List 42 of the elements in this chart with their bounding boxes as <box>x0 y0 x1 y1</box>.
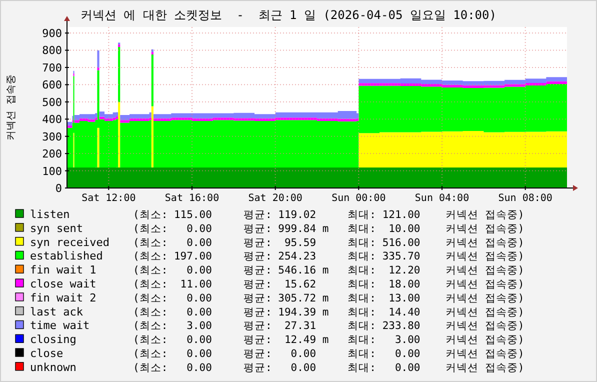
text: (최소: 0.00 평균: 999.84 m 최대: 10.00 커넥션 접속중) <box>133 222 524 235</box>
legend-label: syn sent <box>30 222 83 235</box>
y-tick-label: 0 <box>55 182 62 195</box>
y-tick-label: 900 <box>42 27 62 40</box>
y-tick-label: 200 <box>42 148 62 161</box>
x-tick-label: Sun 08:00 <box>498 193 552 204</box>
x-tick-label: Sun 04:00 <box>414 193 470 204</box>
x-tick-label: Sat 20:00 <box>248 193 302 204</box>
text: (최소: 0.00 평균: 0.00 최대: 0.00 커넥션 접속중) <box>133 362 524 374</box>
y-tick-label: 600 <box>42 78 62 92</box>
text: (최소: 0.00 평균: 12.49 m 최대: 3.00 커넥션 접속중) <box>133 334 524 346</box>
text: (최소: 0.00 평균: 546.16 m 최대: 12.20 커넥션 접속중) <box>133 264 524 277</box>
legend-label: time wait <box>30 319 90 332</box>
x-tick-label: Sat 12:00 <box>82 193 136 204</box>
y-tick-label: 300 <box>42 130 62 144</box>
legend-label: last ack <box>30 305 84 318</box>
legend-label: closing <box>30 333 76 346</box>
text: (최소: 11.00 평균: 15.62 최대: 18.00 커넥션 접속중) <box>133 278 524 290</box>
x-tick-label: Sat 16:00 <box>164 193 220 204</box>
text: (최소: 3.00 평균: 27.31 최대: 233.80 커넥션 접속중) <box>133 320 524 332</box>
chart-title: 커넥션 에 대한 소켓정보 - 최근 1 일 (2026-04-05 일요일 10:00) <box>80 8 496 22</box>
y-axis-title: 커넥션 접속중 <box>6 74 17 141</box>
legend-label: unknown <box>30 360 76 374</box>
text: (최소: 0.00 평균: 0.00 최대: 0.00 커넥션 접속중) <box>133 348 524 360</box>
text: (최소: 197.00 평균: 254.23 최대: 335.70 커넥션 접속중) <box>133 250 524 263</box>
y-tick-label: 100 <box>42 164 62 178</box>
legend-label: fin wait 1 <box>30 264 96 277</box>
y-tick-label: 800 <box>42 44 62 58</box>
text: (최소: 0.00 평균: 95.59 최대: 516.00 커넥션 접속중) <box>133 236 524 249</box>
legend-label: close <box>30 347 64 360</box>
legend-label: established <box>30 250 103 263</box>
y-tick-label: 700 <box>42 61 62 74</box>
text: (최소: 0.00 평균: 194.39 m 최대: 14.40 커넥션 접속중) <box>133 306 524 318</box>
legend-label: fin wait 2 <box>30 291 96 304</box>
text: (최소: 115.00 평균: 119.02 최대: 121.00 커넥션 접속중) <box>133 209 524 221</box>
x-tick-label: Sun 00:00 <box>332 193 386 204</box>
y-tick-label: 500 <box>42 96 62 109</box>
legend-label: close wait <box>30 278 96 290</box>
text: (최소: 0.00 평균: 305.72 m 최대: 13.00 커넥션 접속중) <box>133 292 524 304</box>
legend-label: syn received <box>30 236 110 249</box>
y-tick-label: 400 <box>42 113 62 126</box>
legend-label: listen <box>30 208 70 221</box>
